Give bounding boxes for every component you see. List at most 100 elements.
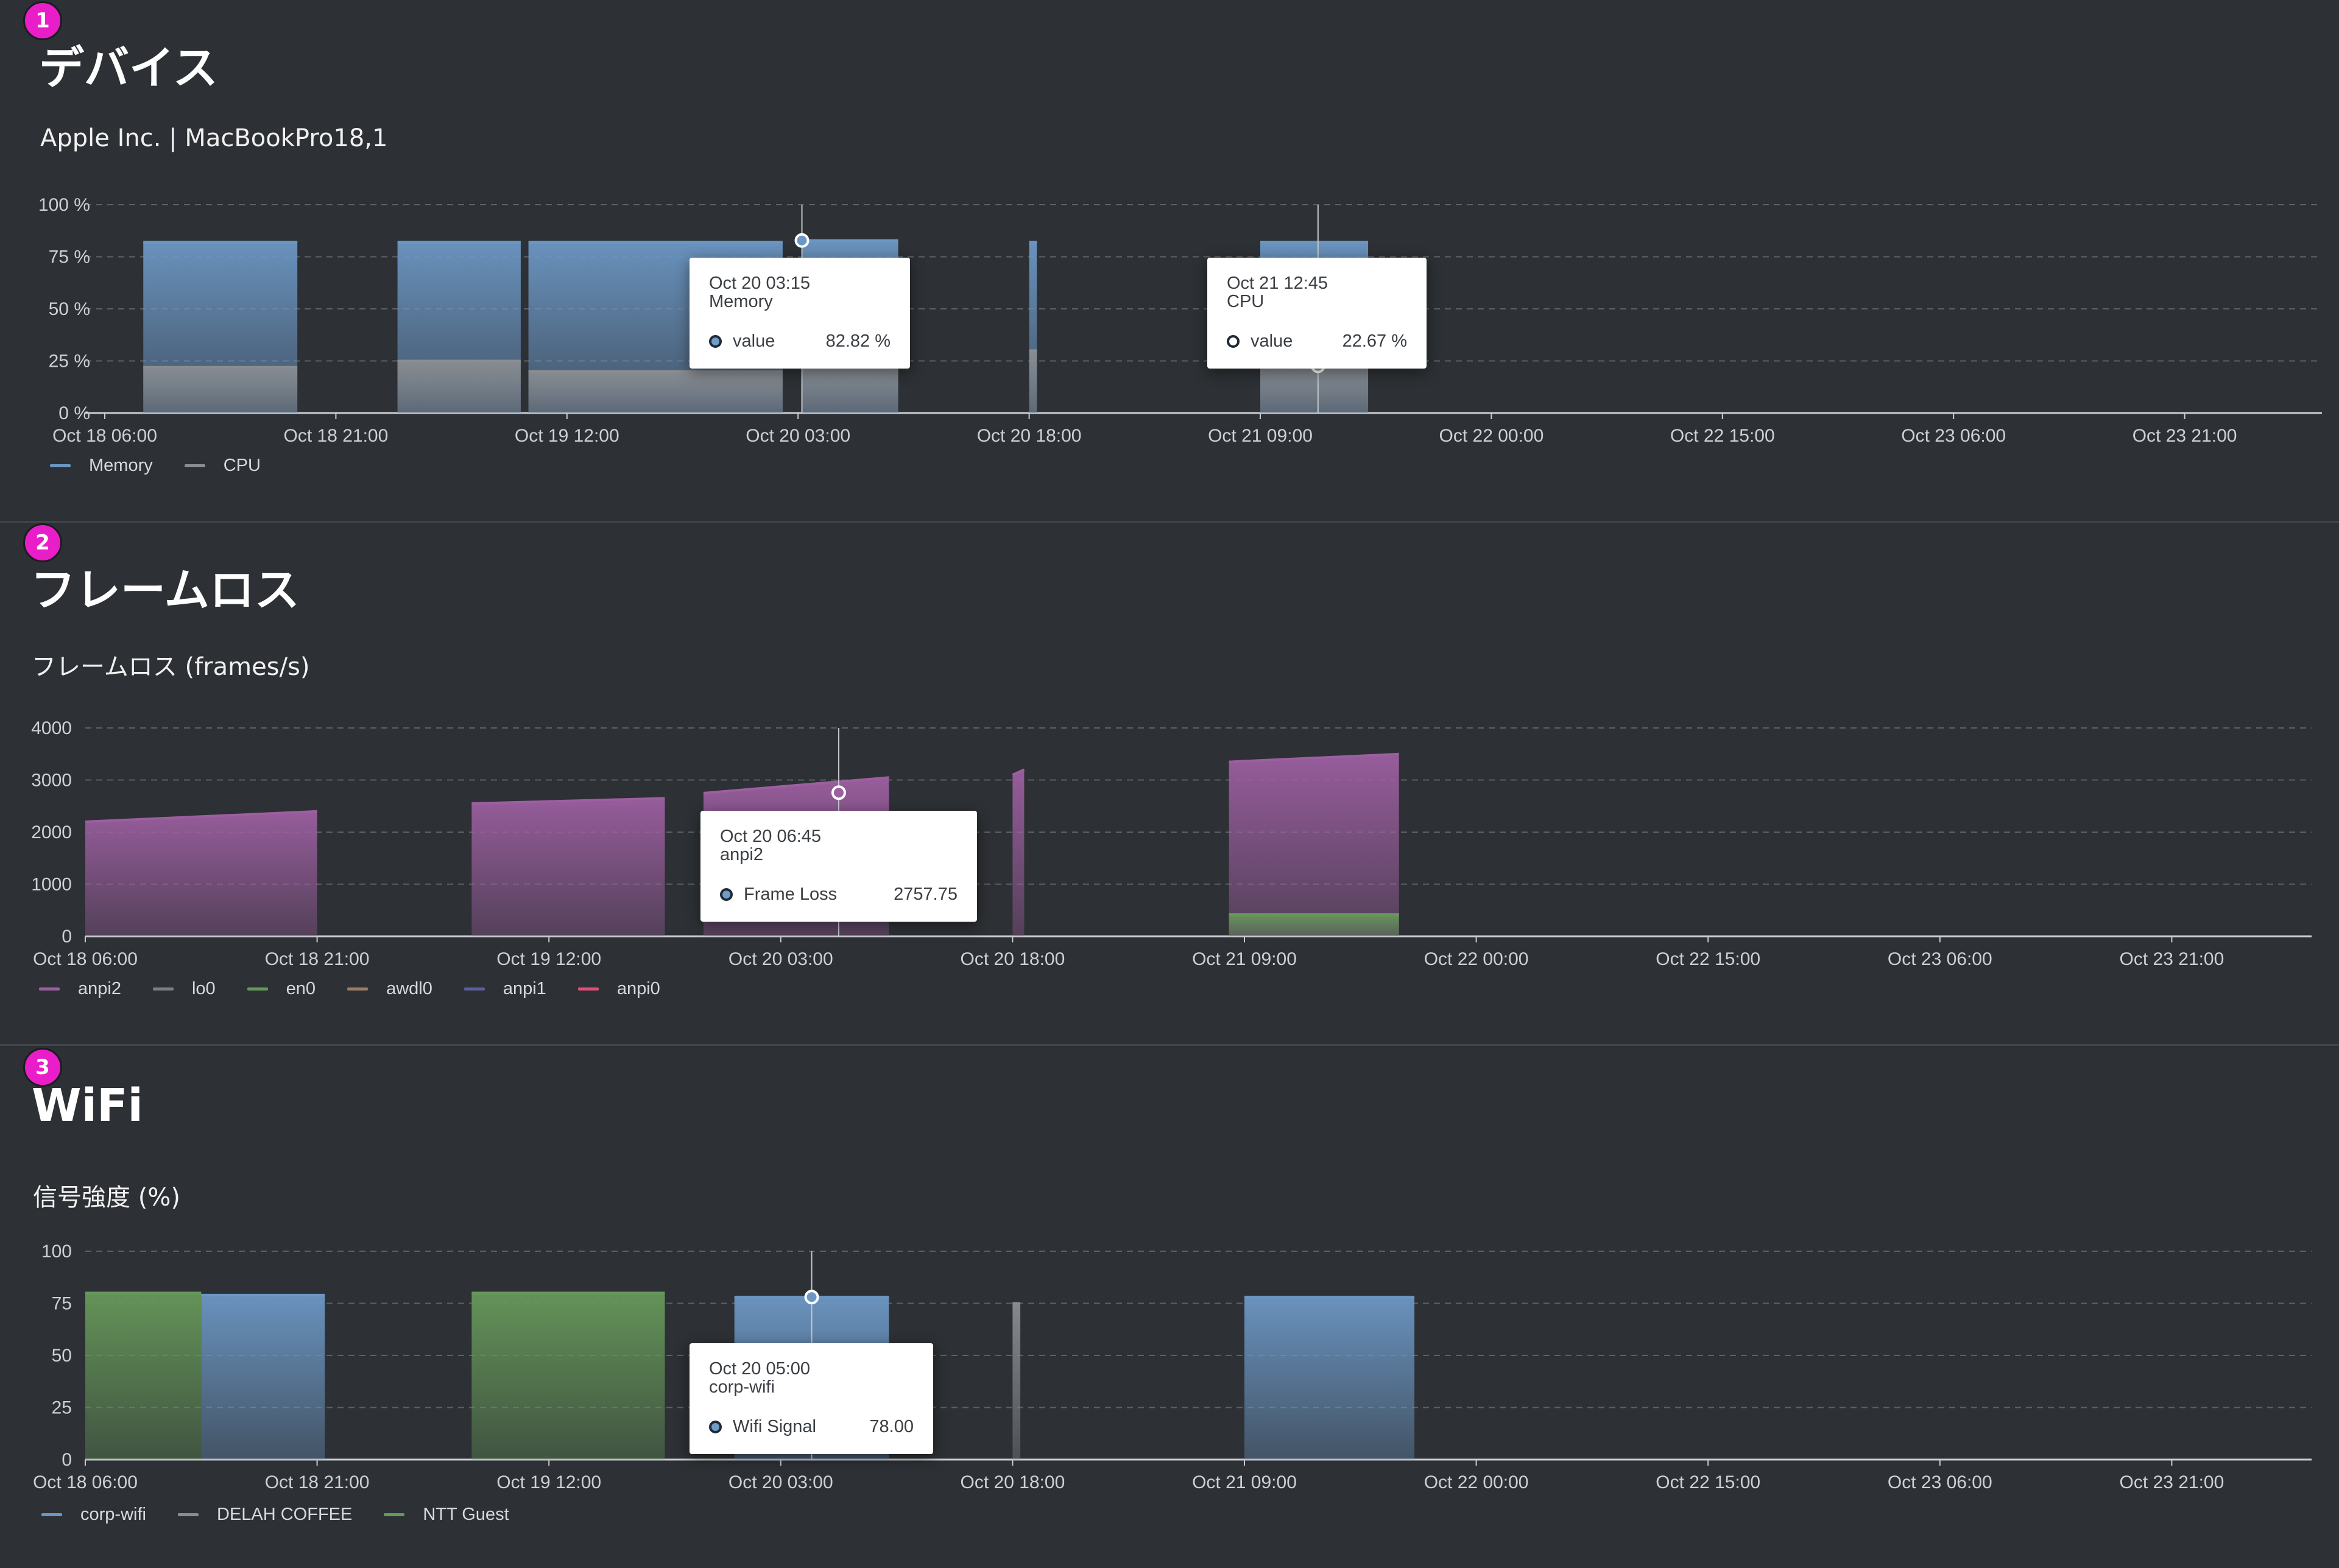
series-area-corp-wifi[interactable] xyxy=(201,1294,325,1460)
y-tick-label: 1000 xyxy=(31,875,72,895)
x-tick-label: Oct 22 15:00 xyxy=(1670,426,1775,446)
x-tick-label: Oct 23 21:00 xyxy=(2133,426,2237,446)
tooltip-time: Oct 20 06:45 xyxy=(720,827,822,846)
series-area-cpu[interactable] xyxy=(1260,366,1369,413)
legend-item[interactable]: CPU xyxy=(184,456,261,476)
tooltip-value: 78.00 xyxy=(869,1417,914,1436)
device-chart[interactable]: 0 % 25 % 50 % 75 % 100 % Oct 18 06:00 Oct 18 2… xyxy=(0,183,2339,457)
x-tick-label: Oct 22 00:00 xyxy=(1424,949,1529,969)
x-tick-label: Oct 20 03:00 xyxy=(729,1472,833,1492)
legend-label: CPU xyxy=(223,456,261,475)
wifi-chart[interactable]: 0 25 50 75 100 Oct 18 06:00 Oct 18 21:00 Oct 19… xyxy=(0,1229,2339,1503)
chart-tooltip: Oct 21 12:45 CPU value 22.67 % xyxy=(1207,258,1427,369)
x-tick-label: Oct 18 06:00 xyxy=(33,949,138,969)
tooltip-label: value xyxy=(733,331,775,351)
frameloss-section: 2 フレームロス フレームロス (frames/s) 0 1000 2000 3000… xyxy=(0,523,2339,1045)
tooltip-dot-icon xyxy=(709,335,722,348)
legend-label: anpi1 xyxy=(503,979,546,998)
series-area-anpi2[interactable] xyxy=(1229,754,1399,936)
legend-item[interactable]: awdl0 xyxy=(347,979,432,999)
tooltip-value: 82.82 % xyxy=(825,331,891,351)
legend-label: en0 xyxy=(286,979,316,998)
tooltip-dot-icon xyxy=(1227,335,1240,348)
x-tick-label: Oct 22 15:00 xyxy=(1656,949,1760,969)
wifi-subtitle: 信号強度 (%) xyxy=(33,1184,180,1212)
series-area-cpu[interactable] xyxy=(528,371,783,413)
section-number-badge: 2 xyxy=(23,523,62,562)
series-area-cpu[interactable] xyxy=(143,367,298,413)
legend-label: anpi0 xyxy=(616,979,660,998)
tooltip-series: corp-wifi xyxy=(709,1377,775,1397)
x-tick-label: Oct 20 18:00 xyxy=(977,426,1082,446)
series-area-anpi2[interactable] xyxy=(1012,769,1025,936)
legend-swatch xyxy=(384,1513,405,1516)
x-tick-label: Oct 23 06:00 xyxy=(1888,1472,1992,1492)
legend-label: DELAH COFFEE xyxy=(216,1505,353,1524)
frameloss-chart-legend: anpi2 lo0 en0 awdl0 anpi1 anpi0 xyxy=(39,979,692,999)
x-tick-label: Oct 20 03:00 xyxy=(729,949,833,969)
x-tick-label: Oct 18 06:00 xyxy=(52,426,157,446)
series-line-anpi2 xyxy=(85,810,317,823)
legend-item[interactable]: lo0 xyxy=(152,979,216,999)
x-tick-label: Oct 22 00:00 xyxy=(1424,1472,1529,1492)
legend-label: Memory xyxy=(89,456,153,475)
series-area-corp-wifi[interactable] xyxy=(1244,1297,1415,1460)
series-area-ntt-guest[interactable] xyxy=(471,1293,665,1460)
x-tick-label: Oct 22 00:00 xyxy=(1439,426,1544,446)
tooltip-time: Oct 20 03:15 xyxy=(709,274,811,293)
series-area-anpi2[interactable] xyxy=(85,811,317,936)
tooltip-label: value xyxy=(1251,331,1293,351)
frameloss-subtitle: フレームロス (frames/s) xyxy=(32,653,310,681)
legend-item[interactable]: anpi1 xyxy=(464,979,546,999)
legend-item[interactable]: anpi2 xyxy=(39,979,121,999)
series-area-anpi2[interactable] xyxy=(471,798,665,936)
frameloss-chart[interactable]: 0 1000 2000 3000 4000 Oct 18 06:00 Oct 18 21:0… xyxy=(0,706,2339,980)
y-tick-label: 50 xyxy=(52,1346,72,1366)
x-tick-label: Oct 22 15:00 xyxy=(1656,1472,1760,1492)
tooltip-time: Oct 20 05:00 xyxy=(709,1359,811,1379)
series-line-anpi2 xyxy=(1012,768,1025,776)
hover-point xyxy=(804,1290,819,1305)
legend-swatch xyxy=(577,987,599,991)
tooltip-series: Memory xyxy=(709,292,773,311)
tooltip-value: 2757.75 xyxy=(894,885,958,904)
x-tick-label: Oct 19 12:00 xyxy=(496,949,601,969)
series-area-cpu[interactable] xyxy=(802,367,898,413)
legend-swatch xyxy=(464,987,485,991)
x-tick-label: Oct 23 06:00 xyxy=(1901,426,2006,446)
wifi-section: 3 WiFi 信号強度 (%) 0 25 50 75 100 Oct 18 06:00 Oc… xyxy=(0,1047,2339,1568)
x-tick-label: Oct 18 06:00 xyxy=(33,1472,138,1492)
series-area-cpu[interactable] xyxy=(397,361,521,414)
x-tick-label: Oct 21 09:00 xyxy=(1192,949,1297,969)
legend-item[interactable]: en0 xyxy=(247,979,316,999)
y-tick-label: 25 xyxy=(52,1398,72,1418)
legend-swatch xyxy=(184,464,205,467)
series-area-ntt-guest[interactable] xyxy=(85,1293,202,1460)
tooltip-label: Frame Loss xyxy=(744,885,838,904)
x-tick-label: Oct 20 03:00 xyxy=(746,426,850,446)
legend-item[interactable]: corp-wifi xyxy=(41,1505,146,1525)
device-subtitle: Apple Inc. | MacBookPro18,1 xyxy=(40,124,388,152)
x-tick-label: Oct 20 18:00 xyxy=(961,1472,1065,1492)
legend-swatch xyxy=(247,987,268,991)
legend-swatch xyxy=(347,987,369,991)
section-divider xyxy=(0,521,2339,523)
series-area-cpu[interactable] xyxy=(1029,350,1037,413)
series-area-delah-coffee[interactable] xyxy=(1012,1303,1021,1460)
legend-item[interactable]: anpi0 xyxy=(577,979,660,999)
x-tick-label: Oct 23 06:00 xyxy=(1888,949,1992,969)
tooltip-label: Wifi Signal xyxy=(733,1417,816,1436)
device-chart-legend: Memory CPU xyxy=(50,456,292,476)
tooltip-time: Oct 21 12:45 xyxy=(1227,274,1328,293)
hover-point xyxy=(794,233,810,248)
series-area-en0[interactable] xyxy=(1229,914,1399,936)
x-tick-label: Oct 23 21:00 xyxy=(2120,949,2224,969)
legend-label: anpi2 xyxy=(78,979,121,998)
tooltip-dot-icon xyxy=(720,888,733,901)
x-tick-label: Oct 21 09:00 xyxy=(1192,1472,1297,1492)
legend-swatch xyxy=(152,987,174,991)
x-tick-label: Oct 21 09:00 xyxy=(1208,426,1313,446)
legend-item[interactable]: DELAH COFFEE xyxy=(177,1505,353,1525)
legend-item[interactable]: Memory xyxy=(50,456,153,476)
legend-item[interactable]: NTT Guest xyxy=(384,1505,509,1525)
